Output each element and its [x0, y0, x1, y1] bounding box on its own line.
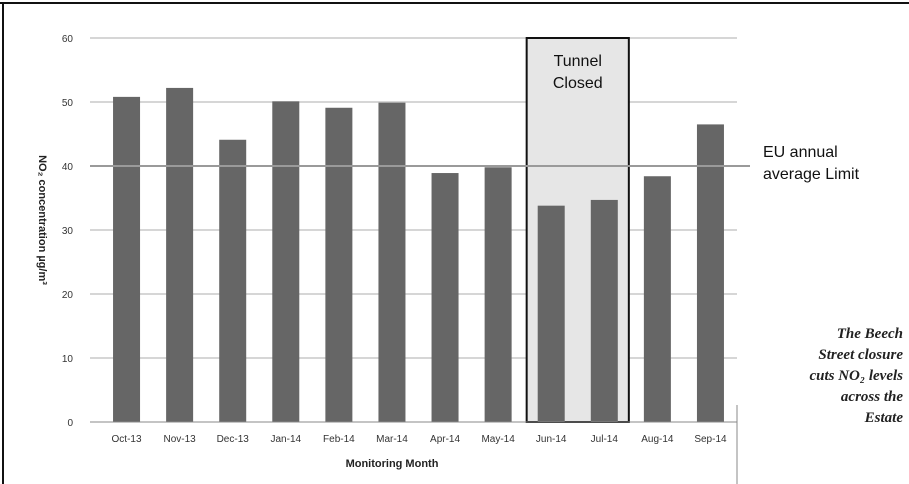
x-tick-label: Feb-14	[323, 434, 355, 445]
caption-line: cuts NO₂ levels	[809, 368, 903, 384]
bar-sep-14	[696, 124, 724, 423]
caption-line: Street closure	[818, 347, 903, 363]
x-tick-label: Dec-13	[217, 434, 250, 445]
y-tick-label: 0	[67, 418, 73, 429]
x-tick-label: Aug-14	[641, 434, 674, 445]
bar-nov-13	[166, 87, 194, 423]
x-tick-label: Jan-14	[271, 434, 302, 445]
y-tick-label: 50	[62, 98, 74, 109]
y-tick-label: 60	[62, 34, 74, 45]
x-tick-label: Nov-13	[164, 434, 197, 445]
y-tick-label: 30	[62, 226, 74, 237]
bar-jan-14	[272, 101, 300, 423]
eu-limit-label-line2: average Limit	[763, 166, 860, 183]
bar-may-14	[484, 167, 512, 422]
x-tick-label: May-14	[481, 434, 515, 445]
bar-dec-13	[219, 139, 247, 422]
bar-apr-14	[431, 173, 459, 422]
x-axis-title: Monitoring Month	[346, 458, 439, 470]
bar-mar-14	[378, 102, 406, 422]
tunnel-label-line1: Tunnel	[554, 53, 602, 70]
x-tick-labels: Oct-13 Nov-13 Dec-13 Jan-14 Feb-14 Mar-14 Apr-…	[112, 434, 727, 445]
bar-jun-14	[537, 205, 565, 422]
caption-line: across the	[840, 389, 903, 405]
bar-oct-13	[113, 96, 141, 422]
y-tick-label: 20	[62, 290, 74, 301]
y-tick-label: 40	[62, 162, 74, 173]
x-tick-label: Jul-14	[591, 434, 619, 445]
eu-limit-label-line1: EU annual	[763, 144, 838, 161]
tunnel-label-line2: Closed	[553, 75, 603, 92]
caption-line: Estate	[864, 410, 903, 426]
y-tick-label: 10	[62, 354, 74, 365]
y-tick-labels: 0 10 20 30 40 50 60	[62, 34, 74, 429]
caption: The Beech Street closure cuts NO₂ levels…	[793, 324, 903, 429]
bar-feb-14	[325, 107, 353, 422]
bar-jul-14	[590, 199, 618, 422]
x-tick-label: Sep-14	[694, 434, 727, 445]
x-tick-label: Mar-14	[376, 434, 408, 445]
caption-line: The Beech	[836, 326, 903, 342]
y-axis-title: NO₂ concentration µg/m³	[36, 155, 48, 285]
x-tick-label: Jun-14	[536, 434, 567, 445]
bar-aug-14	[643, 176, 671, 422]
bars	[113, 87, 724, 423]
x-tick-label: Apr-14	[430, 434, 460, 445]
x-tick-label: Oct-13	[112, 434, 142, 445]
